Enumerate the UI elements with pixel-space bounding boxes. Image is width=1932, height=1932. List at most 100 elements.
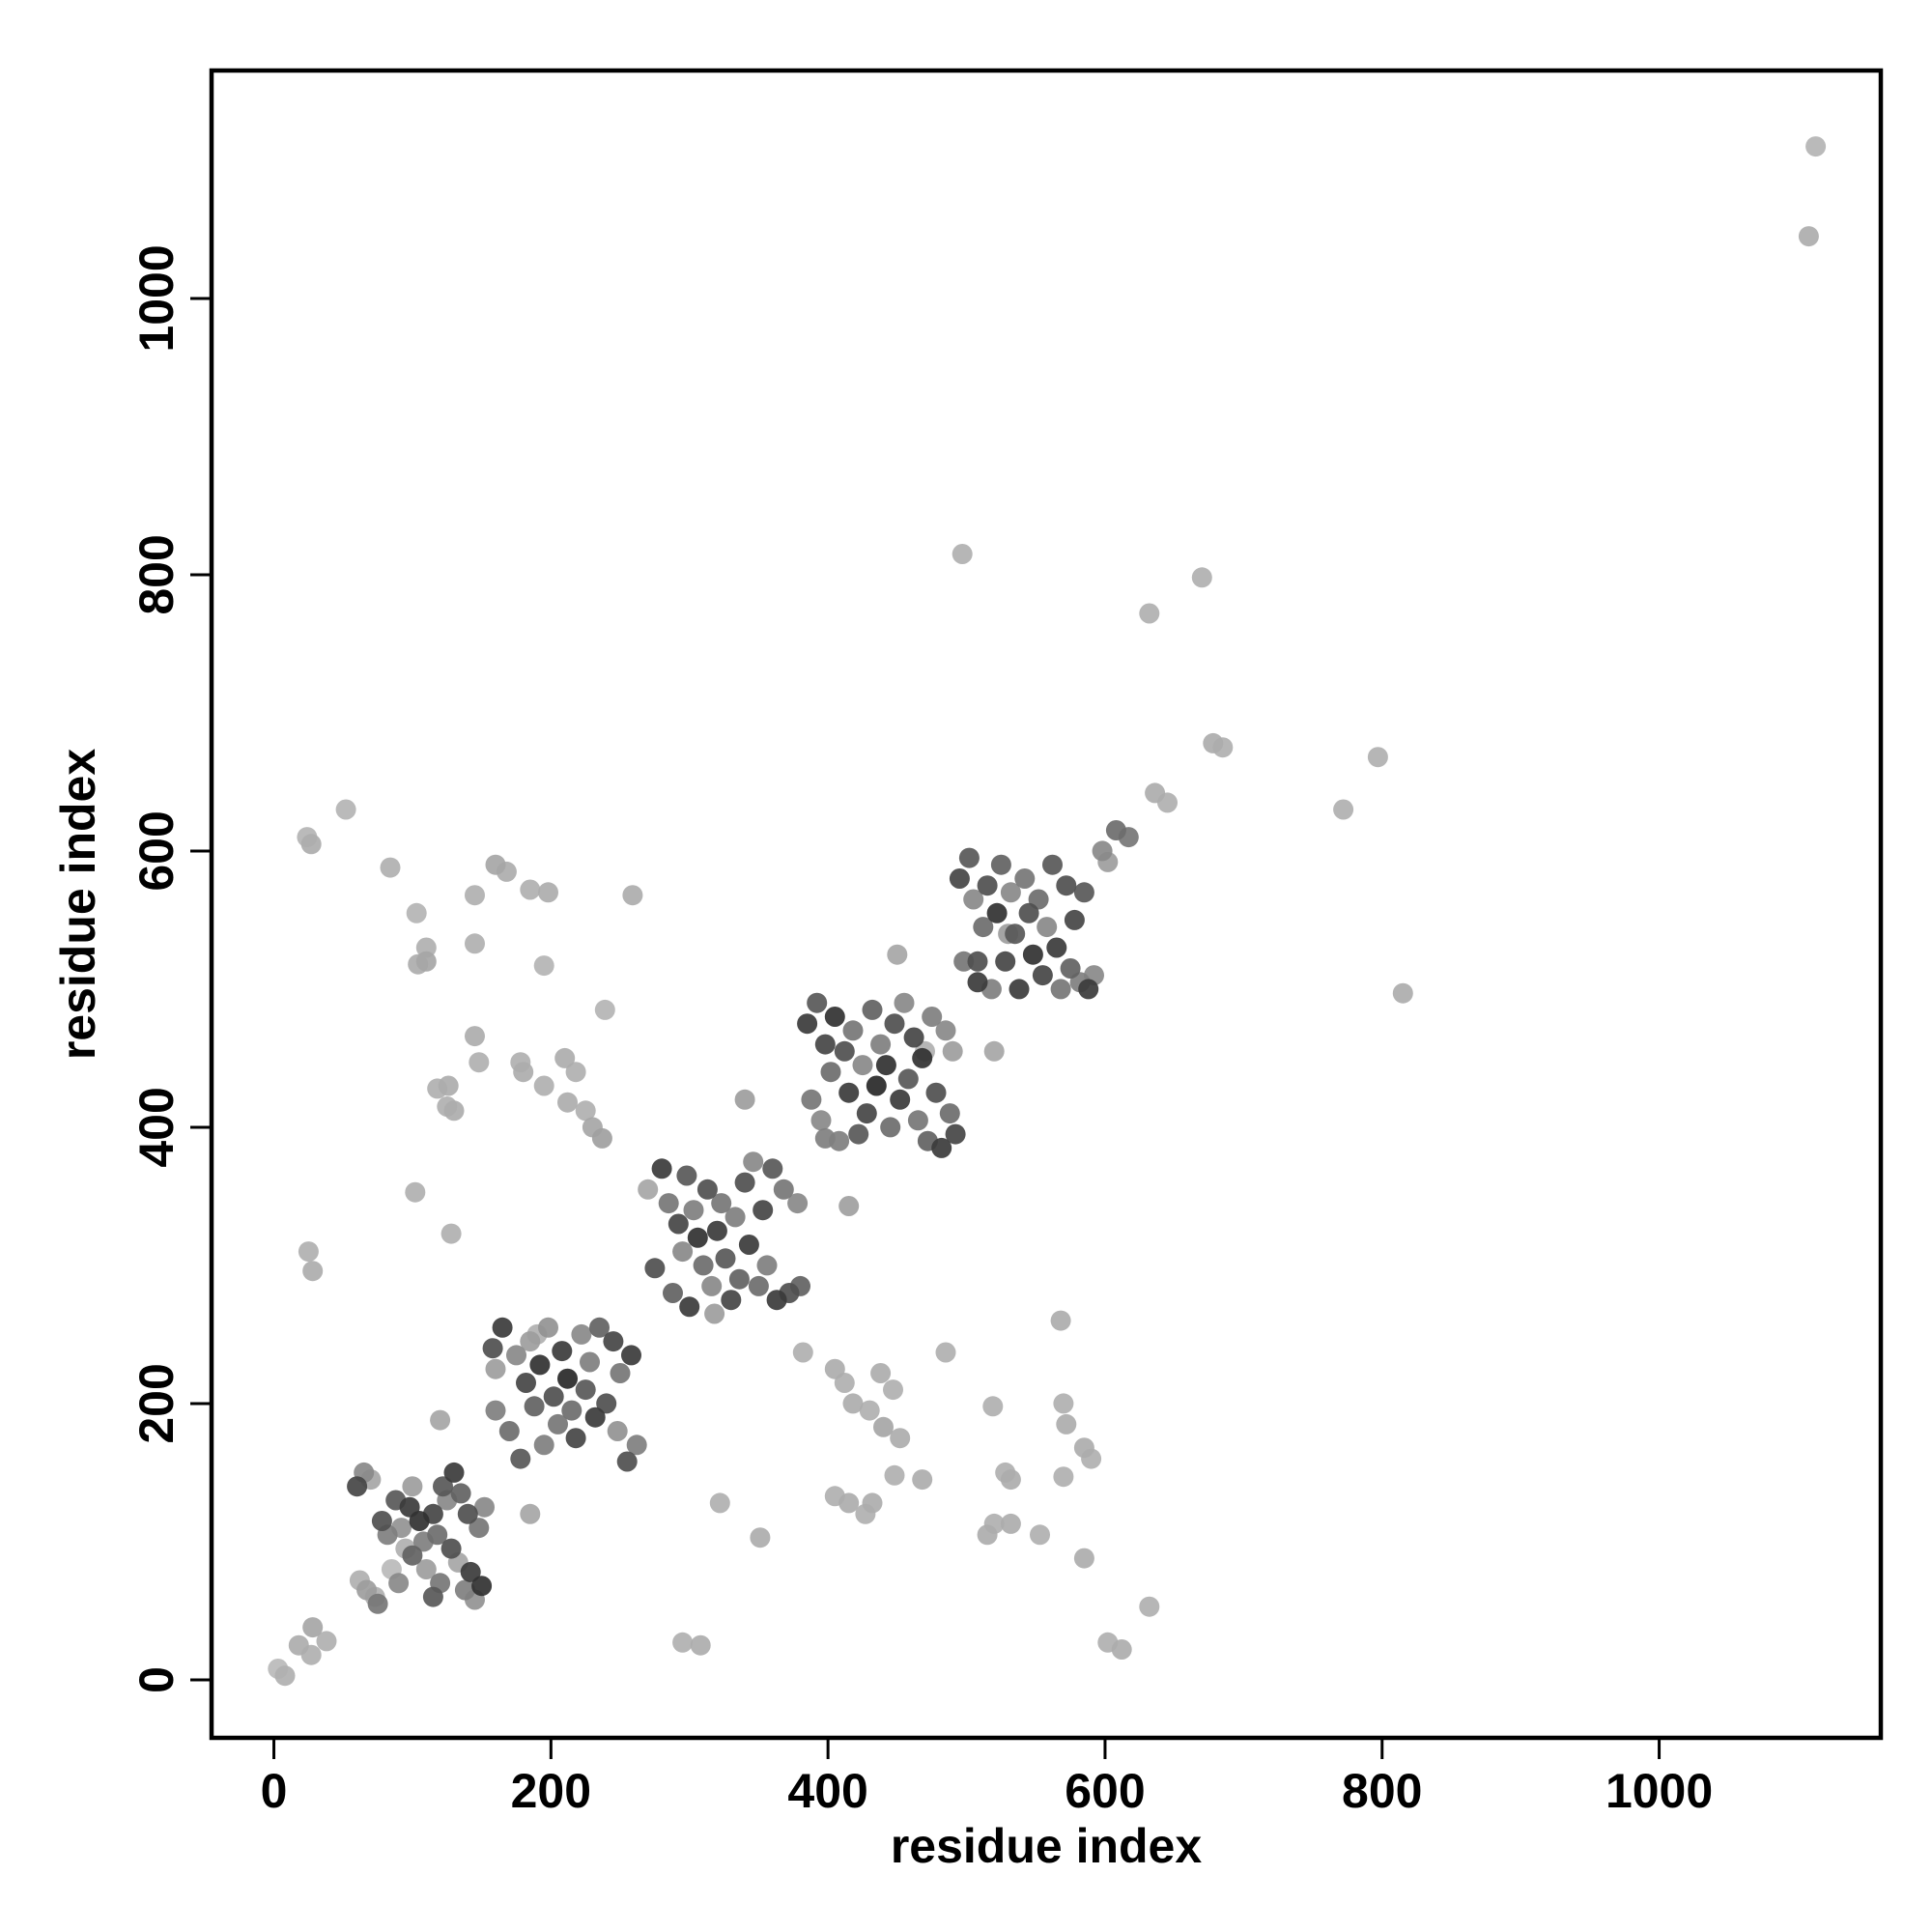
data-point <box>743 1151 764 1173</box>
data-point <box>995 951 1016 972</box>
data-point <box>982 1396 1004 1417</box>
data-point <box>687 1227 708 1248</box>
data-point <box>438 1075 459 1096</box>
data-point <box>738 1235 759 1255</box>
data-point <box>469 1518 490 1539</box>
data-point <box>852 1055 873 1076</box>
data-point <box>1009 979 1030 1000</box>
data-point <box>890 1089 911 1110</box>
data-point <box>1014 868 1036 889</box>
data-point <box>548 1413 568 1435</box>
data-point <box>1018 902 1039 923</box>
data-point <box>1050 979 1071 1000</box>
data-point <box>529 1354 551 1376</box>
x-tick-label: 800 <box>1342 1764 1422 1818</box>
data-point <box>672 1632 694 1653</box>
data-point <box>300 834 322 855</box>
data-point <box>498 1421 520 1441</box>
data-point <box>1000 1513 1021 1534</box>
data-point <box>690 1634 711 1656</box>
data-point <box>925 1082 947 1103</box>
data-point <box>787 1193 809 1214</box>
data-point <box>1092 840 1113 862</box>
data-point <box>1191 567 1212 588</box>
data-point <box>973 917 994 938</box>
data-point <box>1053 1466 1074 1488</box>
data-point <box>696 1179 718 1200</box>
data-point <box>967 972 988 993</box>
data-point <box>638 1179 659 1200</box>
data-point <box>912 1469 933 1491</box>
data-point <box>1000 882 1021 903</box>
data-point <box>838 1492 860 1514</box>
y-tick-label: 800 <box>129 534 184 614</box>
data-point <box>538 882 558 903</box>
data-point <box>1042 854 1063 875</box>
data-point <box>709 1492 730 1514</box>
data-point <box>1022 944 1043 965</box>
data-point <box>977 875 998 896</box>
data-point <box>538 1317 558 1338</box>
data-point <box>750 1527 771 1548</box>
data-point <box>644 1258 666 1279</box>
data-point <box>1073 1437 1094 1459</box>
data-point <box>440 1538 462 1559</box>
data-point <box>834 1040 855 1062</box>
data-point <box>513 1062 534 1083</box>
data-point <box>967 951 988 972</box>
data-point <box>607 1421 628 1441</box>
data-point <box>1203 732 1224 753</box>
data-point <box>575 1379 596 1401</box>
data-point <box>1060 958 1081 979</box>
data-point <box>415 951 437 972</box>
data-points-layer <box>268 136 1827 1687</box>
data-point <box>935 1020 956 1041</box>
data-point <box>457 1503 478 1524</box>
data-point <box>728 1268 750 1290</box>
data-point <box>856 1103 877 1124</box>
data-point <box>402 1545 423 1566</box>
data-point <box>274 1665 296 1687</box>
data-point <box>977 1524 998 1546</box>
data-point <box>533 1435 554 1456</box>
data-point <box>371 1511 392 1531</box>
y-axis-title: residue index <box>51 749 105 1061</box>
x-axis-title: residue index <box>891 1819 1203 1873</box>
data-point <box>1030 1524 1050 1546</box>
data-point <box>506 1345 526 1366</box>
data-point <box>409 1511 430 1531</box>
y-axis-ticks: 0 200 400 600 800 1000 <box>129 244 212 1693</box>
data-point <box>1392 982 1413 1004</box>
data-point <box>1805 136 1827 157</box>
data-point <box>565 1062 586 1083</box>
data-point <box>1145 782 1166 804</box>
data-point <box>824 1358 845 1379</box>
data-point <box>524 1396 545 1417</box>
data-point <box>1078 979 1099 1000</box>
data-point <box>469 1052 490 1073</box>
data-point <box>554 1047 576 1068</box>
data-point <box>1053 1393 1074 1414</box>
data-point <box>575 1100 596 1122</box>
data-point <box>596 1393 617 1414</box>
data-point <box>848 1123 869 1145</box>
data-point <box>958 847 980 868</box>
data-point <box>485 1400 506 1421</box>
data-point <box>1105 820 1126 840</box>
data-point <box>838 1082 860 1103</box>
data-point <box>875 1055 896 1076</box>
data-point <box>557 1092 578 1113</box>
x-tick-label: 400 <box>787 1764 867 1818</box>
data-point <box>433 1476 453 1497</box>
data-point <box>1050 1310 1071 1331</box>
data-point <box>801 1089 822 1110</box>
data-point <box>704 1303 725 1324</box>
data-point <box>663 1283 683 1303</box>
data-point <box>807 992 828 1013</box>
data-point <box>1333 799 1354 820</box>
data-point <box>903 1027 924 1048</box>
data-point <box>912 1047 933 1068</box>
data-point <box>603 1331 624 1352</box>
data-point <box>533 1075 554 1096</box>
data-point <box>589 1317 610 1338</box>
